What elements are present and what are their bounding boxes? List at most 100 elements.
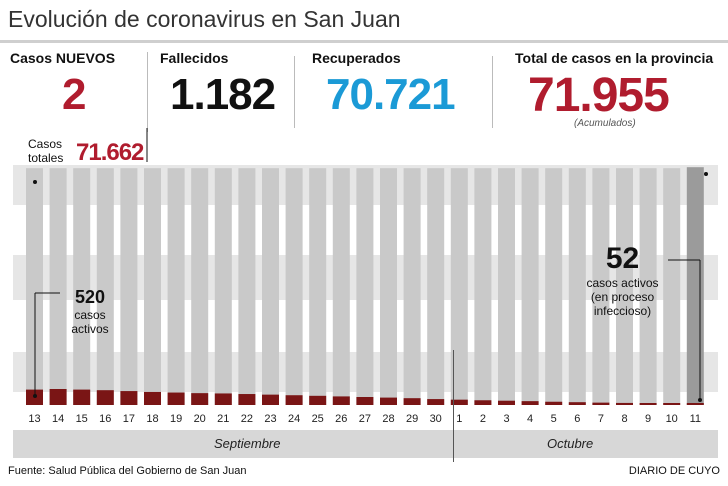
tick-label-26: 26	[335, 413, 347, 425]
bar-active-26	[332, 396, 350, 405]
bar-total-22	[238, 168, 256, 405]
bar-active-7	[592, 402, 610, 405]
bar-active-5	[545, 401, 563, 405]
bar-active-23	[262, 394, 279, 405]
bar-active-3	[498, 400, 515, 405]
bar-active-4	[521, 401, 539, 405]
tick-label-10: 10	[666, 413, 678, 425]
tick-label-23: 23	[264, 413, 276, 425]
bar-active-19	[167, 392, 185, 405]
annotation-end-value: 52	[605, 242, 640, 275]
month-october: Octubre	[547, 436, 594, 451]
footer-source: Fuente: Salud Pública del Gobierno de Sa…	[8, 465, 247, 477]
tick-label-16: 16	[99, 413, 111, 425]
bar-active-28	[380, 397, 397, 405]
annotation-start: 520 casos activos	[60, 287, 120, 336]
leader-dot-start	[33, 394, 37, 398]
bar-total-13	[26, 168, 43, 405]
bar-total-29	[403, 168, 421, 405]
bar-total-6	[568, 168, 586, 405]
annotation-end: 52 casos activos (en proceso infeccioso)	[575, 242, 670, 318]
bar-active-14	[49, 389, 67, 405]
bar-total-30	[427, 168, 445, 405]
bar-active-21	[214, 393, 232, 405]
divider-3	[492, 56, 493, 128]
bar-active-11	[686, 403, 704, 405]
bar-total-17	[120, 168, 138, 405]
annotation-end-line1: casos activos	[586, 276, 659, 290]
bar-total-5	[545, 168, 563, 405]
total-label: Total de casos en la provincia	[515, 50, 714, 66]
bar-total-23	[262, 168, 279, 405]
casos-totales-line2: totales	[28, 151, 64, 165]
bar-active-2	[474, 400, 492, 405]
bar-active-30	[427, 399, 445, 405]
tick-label-6: 6	[574, 413, 580, 425]
tick-label-15: 15	[76, 413, 88, 425]
top-divider	[0, 40, 728, 43]
bar-total-19	[167, 168, 185, 405]
bar-active-29	[403, 398, 421, 405]
bar-active-16	[96, 390, 114, 405]
tick-label-14: 14	[52, 413, 64, 425]
annotation-start-value: 520	[74, 287, 106, 307]
tick-label-17: 17	[123, 413, 135, 425]
bar-total-15	[73, 168, 91, 405]
total-value: 71.955	[528, 69, 670, 122]
nuevos-label: Casos NUEVOS	[10, 50, 116, 66]
bar-active-27	[356, 397, 374, 405]
bar-active-17	[120, 391, 138, 405]
leader-dot-total	[33, 180, 37, 184]
bar-active-8	[616, 402, 633, 405]
month-september: Septiembre	[214, 436, 281, 451]
bar-total-9	[639, 168, 657, 405]
tick-label-30: 30	[430, 413, 442, 425]
tick-labels: 13 14 15 16 17 18 19 20 21 22 23 24 25 26 27 28 29 30 1 2 3 4…	[28, 413, 701, 425]
bar-total-26	[332, 168, 350, 405]
bar-active-20	[191, 393, 209, 405]
month-bar	[13, 430, 718, 458]
leader-dot-top-end	[704, 172, 708, 176]
tick-label-8: 8	[621, 413, 627, 425]
tick-label-7: 7	[598, 413, 604, 425]
casos-totales-label: Casos totales	[28, 137, 63, 165]
tick-label-27: 27	[359, 413, 371, 425]
fallecidos-label: Fallecidos	[160, 50, 229, 66]
leader-lines	[33, 128, 708, 402]
annotation-end-line2: (en proceso	[590, 290, 655, 304]
divider-2	[294, 56, 295, 128]
bar-total-24	[285, 168, 303, 405]
tick-label-20: 20	[194, 413, 206, 425]
annotation-end-line3: infeccioso)	[593, 304, 652, 318]
tick-label-5: 5	[551, 413, 557, 425]
bar-active-18	[144, 391, 161, 405]
tick-label-18: 18	[146, 413, 158, 425]
bar-total-3	[498, 168, 515, 405]
bar-total-10	[663, 168, 681, 405]
bar-group	[26, 167, 704, 405]
bar-active-25	[309, 395, 327, 405]
footer-credit: DIARIO DE CUYO	[628, 465, 720, 477]
bar-total-1	[450, 168, 468, 405]
tick-label-28: 28	[382, 413, 394, 425]
tick-label-22: 22	[241, 413, 253, 425]
annotation-start-line1: casos	[74, 308, 106, 322]
tick-label-21: 21	[217, 413, 229, 425]
leader-dot-end	[698, 398, 702, 402]
tick-label-25: 25	[312, 413, 324, 425]
tick-label-11: 11	[690, 413, 701, 425]
bar-active-1	[450, 399, 468, 405]
nuevos-value: 2	[62, 70, 87, 119]
bar-total-16	[96, 168, 114, 405]
tick-label-4: 4	[527, 413, 533, 425]
bar-active-22	[238, 394, 256, 405]
bar-total-11	[686, 167, 704, 405]
recuperados-value: 70.721	[326, 70, 456, 119]
bar-active-9	[639, 403, 657, 405]
tick-label-9: 9	[645, 413, 651, 425]
bar-total-28	[380, 168, 397, 405]
tick-label-1: 1	[456, 413, 462, 425]
bar-total-27	[356, 168, 374, 405]
bar-total-2	[474, 168, 492, 405]
